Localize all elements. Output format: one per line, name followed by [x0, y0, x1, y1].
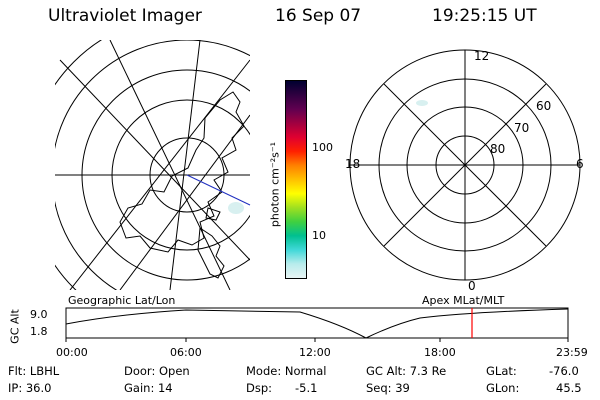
colorbar-tick-10: 10 [312, 229, 326, 242]
polar-lat-70: 70 [514, 121, 529, 135]
polar-lat-60: 60 [536, 99, 551, 113]
dsp-label: Dsp: [246, 381, 273, 395]
time-label: 19:25:15 UT [432, 6, 537, 26]
timeline-ytick-bottom: 1.8 [30, 325, 48, 338]
dsp-value: -5.1 [295, 381, 318, 395]
timeline-plot [65, 307, 569, 342]
timeline-xtick-0600: 06:00 [170, 346, 202, 359]
gain-info: Gain: 14 [124, 381, 173, 395]
gc-alt-info: GC Alt: 7.3 Re [366, 364, 447, 378]
polar-plot: 12 0 18 6 60 70 80 [345, 49, 584, 293]
glon-value: 45.5 [556, 381, 582, 395]
instrument-title: Ultraviolet Imager [48, 6, 202, 26]
filter-info: Flt: LBHL [8, 364, 60, 378]
mode-info: Mode: Normal [246, 364, 327, 378]
timeline-xtick-1800: 18:00 [424, 346, 456, 359]
timeline-ytick-top: 9.0 [30, 308, 48, 321]
timeline-xtick-2359: 23:59 [556, 346, 588, 359]
geographic-map [55, 40, 251, 290]
polar-lat-80: 80 [490, 142, 505, 156]
timeline-xtick-1200: 12:00 [299, 346, 331, 359]
date-label: 16 Sep 07 [275, 6, 362, 26]
colorbar-tick-100: 100 [312, 141, 333, 154]
colorbar [285, 80, 307, 279]
polar-label-0: 0 [468, 279, 476, 293]
timeline-right-label: Apex MLat/MLT [422, 294, 505, 307]
door-info: Door: Open [124, 364, 190, 378]
colorbar-unit-label: photon cm⁻²s⁻¹ [268, 141, 282, 228]
timeline-xtick-0000: 00:00 [56, 346, 88, 359]
polar-label-6: 6 [576, 157, 584, 171]
polar-label-12: 12 [474, 49, 489, 63]
timeline-left-label: Geographic Lat/Lon [68, 294, 176, 307]
glat-label: GLat: [486, 364, 517, 378]
glon-label: GLon: [486, 381, 520, 395]
polar-label-18: 18 [345, 157, 360, 171]
glat-value: -76.0 [549, 364, 579, 378]
ip-info: IP: 36.0 [8, 381, 52, 395]
seq-info: Seq: 39 [366, 381, 410, 395]
